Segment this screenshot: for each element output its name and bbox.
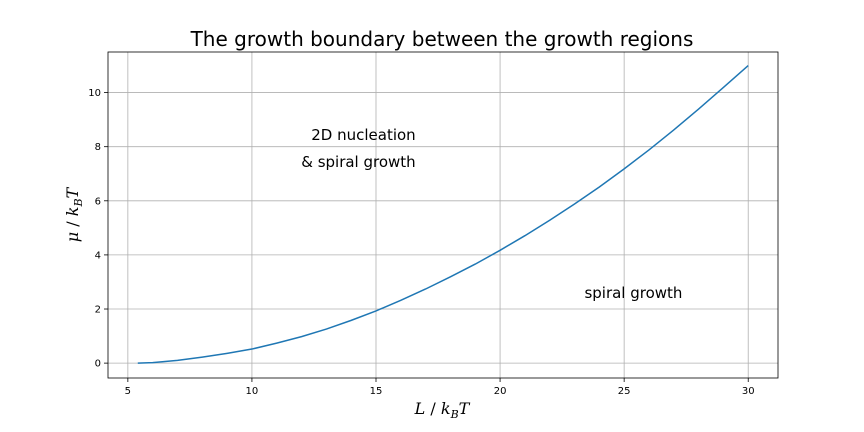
- y-tick-label: 2: [95, 305, 101, 316]
- x-tick-label: 25: [618, 386, 631, 397]
- x-axis-label: L / kBT: [414, 399, 471, 421]
- annotation-label: 2D nucleation: [311, 126, 415, 144]
- plot-frame: [107, 51, 779, 379]
- y-axis-label-main: μ: [63, 232, 82, 242]
- y-axis-ticks: 0 2 4 6 8 10: [88, 88, 108, 370]
- chart-title: The growth boundary between the growth r…: [190, 27, 694, 51]
- series-layer: [137, 64, 749, 364]
- y-tick-label: 8: [95, 142, 101, 153]
- grid-lines: [108, 52, 778, 378]
- y-tick-label: 10: [88, 88, 101, 99]
- y-axis-label-base: k: [63, 207, 82, 217]
- boundary-line: [137, 64, 749, 364]
- y-axis-label-slash: /: [63, 216, 82, 232]
- x-axis-label-tail: T: [459, 399, 471, 418]
- annotation-label: spiral growth: [584, 284, 682, 302]
- x-axis-label-sub: B: [450, 408, 459, 421]
- y-axis-label: μ / kBT: [63, 186, 85, 242]
- x-axis-label-main: L: [414, 399, 426, 418]
- y-axis-label-tail: T: [63, 186, 82, 198]
- x-axis-label-slash: /: [425, 399, 441, 418]
- y-axis-label-sub: B: [72, 198, 85, 207]
- x-tick-label: 30: [742, 386, 755, 397]
- y-tick-label: 6: [95, 196, 101, 207]
- y-tick-label: 4: [95, 250, 101, 261]
- annotations: 2D nucleation & spiral growth spiral growt…: [301, 126, 682, 302]
- x-tick-label: 20: [494, 386, 507, 397]
- x-tick-label: 5: [125, 386, 131, 397]
- y-tick-label: 0: [95, 359, 101, 370]
- annotation-label: & spiral growth: [301, 153, 415, 171]
- x-tick-label: 10: [246, 386, 259, 397]
- x-tick-label: 15: [370, 386, 383, 397]
- x-axis-label-base: k: [441, 399, 451, 418]
- x-axis-ticks: 5 10 15 20 25 30: [125, 378, 755, 397]
